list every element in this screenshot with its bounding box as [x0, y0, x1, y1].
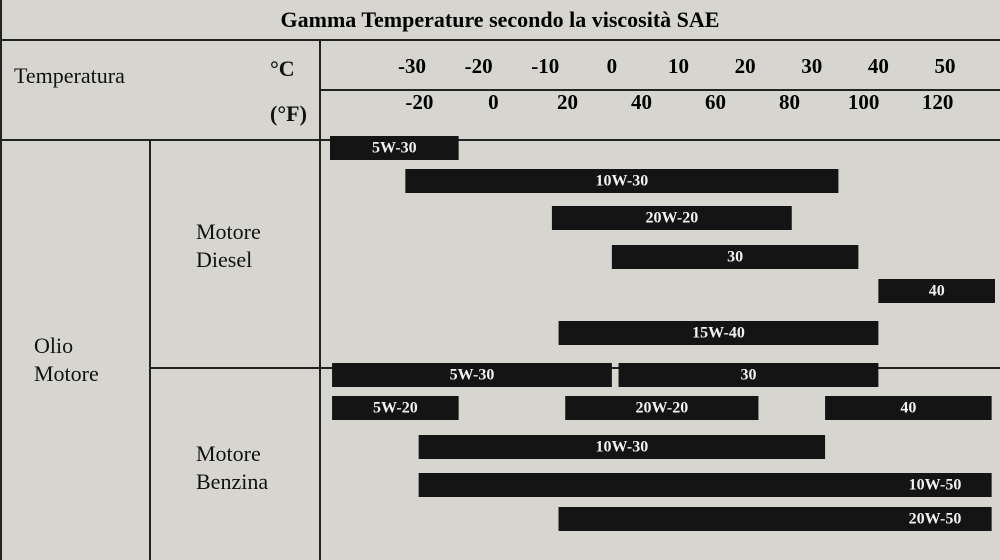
bar: [565, 396, 759, 420]
celsius-tick: 50: [935, 54, 956, 78]
bar: [618, 363, 879, 387]
oil-label: Olio Motore: [34, 333, 99, 386]
fahrenheit-tick: 40: [631, 90, 652, 114]
bar-label: 20W-50: [909, 511, 962, 528]
bar-label: 5W-30: [372, 140, 417, 157]
fahrenheit-tick: 60: [705, 90, 726, 114]
bar: [431, 473, 992, 497]
celsius-tick: -20: [465, 54, 493, 78]
temperature-label: Temperatura: [14, 63, 125, 88]
bar: [330, 136, 459, 160]
fahrenheit-tick: 100: [848, 90, 880, 114]
bar-label: 10W-30: [596, 173, 649, 190]
title: Gamma Temperature secondo la viscosità S…: [281, 7, 720, 32]
fahrenheit-tick: 20: [557, 90, 578, 114]
celsius-tick: -30: [398, 54, 426, 78]
celsius-tick: 20: [735, 54, 756, 78]
celsius-tick: 0: [607, 54, 618, 78]
bar: [825, 396, 992, 420]
fahrenheit-tick: 120: [922, 90, 954, 114]
bar-label: 15W-40: [692, 325, 745, 342]
group-label: Motore Benzina: [196, 441, 269, 494]
bar: [878, 279, 995, 303]
bar-label: 20W-20: [635, 400, 688, 417]
bar: [551, 206, 792, 230]
bar: [332, 363, 612, 387]
celsius-tick: 10: [668, 54, 689, 78]
celsius-tick: 40: [868, 54, 889, 78]
fahrenheit-tick: 0: [488, 90, 499, 114]
fahrenheit-tick: 80: [779, 90, 800, 114]
fahrenheit-label: (°F): [270, 101, 307, 126]
bar-label: 10W-30: [596, 439, 649, 456]
bar-label: 30: [727, 249, 743, 266]
bar-label: 5W-30: [450, 367, 495, 384]
bar: [332, 396, 459, 420]
bar: [611, 245, 859, 269]
bar: [558, 321, 879, 345]
celsius-label: °C: [270, 56, 295, 81]
celsius-tick: -10: [531, 54, 559, 78]
group-label: Motore Diesel: [196, 219, 261, 272]
fahrenheit-tick: -20: [405, 90, 433, 114]
bar-label: 20W-20: [645, 210, 698, 227]
bar: [405, 169, 839, 193]
bar-label: 40: [929, 283, 945, 300]
bar: [558, 507, 992, 531]
bar-label: 10W-50: [909, 477, 962, 494]
bar: [418, 435, 826, 459]
bar-label: 40: [900, 400, 916, 417]
celsius-tick: 30: [801, 54, 822, 78]
bar-label: 5W-20: [373, 400, 418, 417]
bar-label: 30: [740, 367, 756, 384]
